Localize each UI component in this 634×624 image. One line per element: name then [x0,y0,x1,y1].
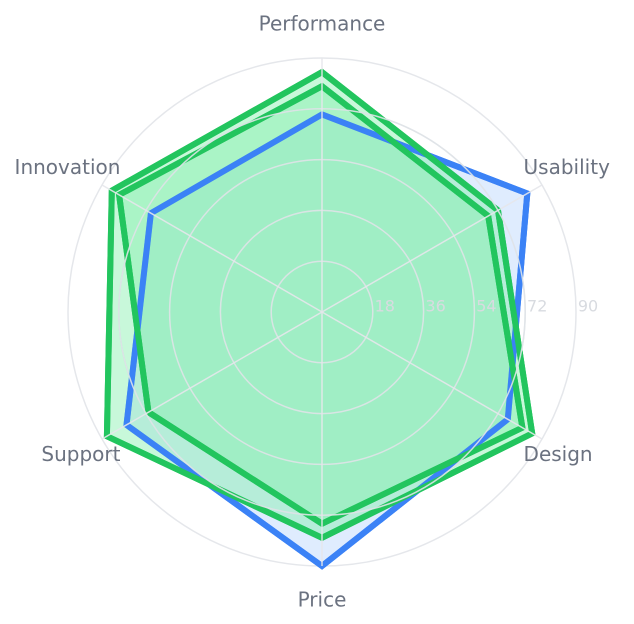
spoke-innovation [101,184,323,313]
spoke-design [321,311,543,440]
tick-label-36: 36 [425,297,445,316]
tick-label-18: 18 [375,297,395,316]
axis-label-price: Price [298,588,347,612]
radial-tick-labels: 18 36 54 72 90 [375,297,599,316]
axis-label-design: Design [524,442,593,466]
spoke-usability [321,184,543,313]
axis-label-support: Support [41,442,120,466]
axis-label-innovation: Innovation [15,155,121,179]
axis-label-usability: Usability [524,155,611,179]
tick-label-90: 90 [578,297,598,316]
axis-label-performance: Performance [259,12,386,36]
axis-labels: Performance Usability Design Price Support In… [15,12,611,612]
tick-label-72: 72 [527,297,547,316]
radar-series [101,58,543,570]
tick-label-54: 54 [476,297,496,316]
spoke-support [101,311,323,440]
